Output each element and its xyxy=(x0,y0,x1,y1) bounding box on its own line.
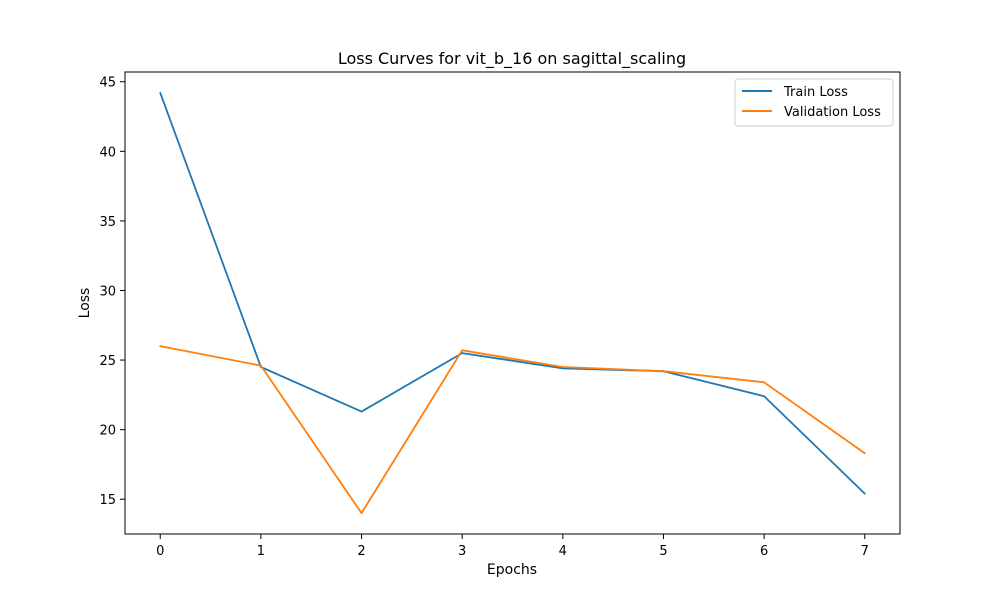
series-line-validation-loss xyxy=(160,345,866,515)
data-point xyxy=(259,364,262,367)
x-tick-label: 2 xyxy=(357,544,365,559)
x-tick-label: 3 xyxy=(458,544,466,559)
y-tick-label: 20 xyxy=(99,424,116,439)
x-axis: 0 1 2 3 4 5 6 7 xyxy=(156,534,869,559)
data-point xyxy=(159,91,162,94)
data-point xyxy=(763,395,766,398)
x-tick-label: 1 xyxy=(257,544,265,559)
data-point xyxy=(461,349,464,352)
legend: Train Loss Validation Loss xyxy=(734,78,894,127)
x-tick-label: 7 xyxy=(861,544,869,559)
y-tick-label: 40 xyxy=(99,145,116,160)
data-point xyxy=(561,366,564,368)
y-axis-label: Loss xyxy=(77,288,93,319)
x-tick-label: 5 xyxy=(659,544,667,559)
data-point xyxy=(863,452,866,455)
data-point xyxy=(360,410,363,413)
plot-area xyxy=(159,91,866,515)
data-point xyxy=(360,512,363,515)
y-tick-label: 35 xyxy=(99,215,116,230)
x-tick-label: 0 xyxy=(156,544,164,559)
legend-label: Validation Loss xyxy=(784,105,881,120)
legend-box xyxy=(734,78,894,127)
y-tick-label: 45 xyxy=(99,76,116,91)
plot-frame xyxy=(124,71,901,535)
series-line-train-loss xyxy=(159,92,866,495)
x-tick-label: 4 xyxy=(559,544,567,559)
y-tick-label: 30 xyxy=(99,284,116,299)
y-tick-label: 15 xyxy=(99,493,116,508)
chart-title: Loss Curves for vit_b_16 on sagittal_sca… xyxy=(338,49,686,69)
data-point xyxy=(763,381,766,384)
legend-label: Train Loss xyxy=(783,85,848,100)
x-axis-label: Epochs xyxy=(487,562,537,578)
data-point xyxy=(561,367,564,370)
x-tick-label: 6 xyxy=(760,544,768,559)
data-point xyxy=(662,370,665,373)
data-point xyxy=(159,345,162,348)
data-point xyxy=(863,492,866,495)
y-axis: 15 20 25 30 35 40 45 xyxy=(99,76,125,508)
y-tick-label: 25 xyxy=(99,354,116,369)
